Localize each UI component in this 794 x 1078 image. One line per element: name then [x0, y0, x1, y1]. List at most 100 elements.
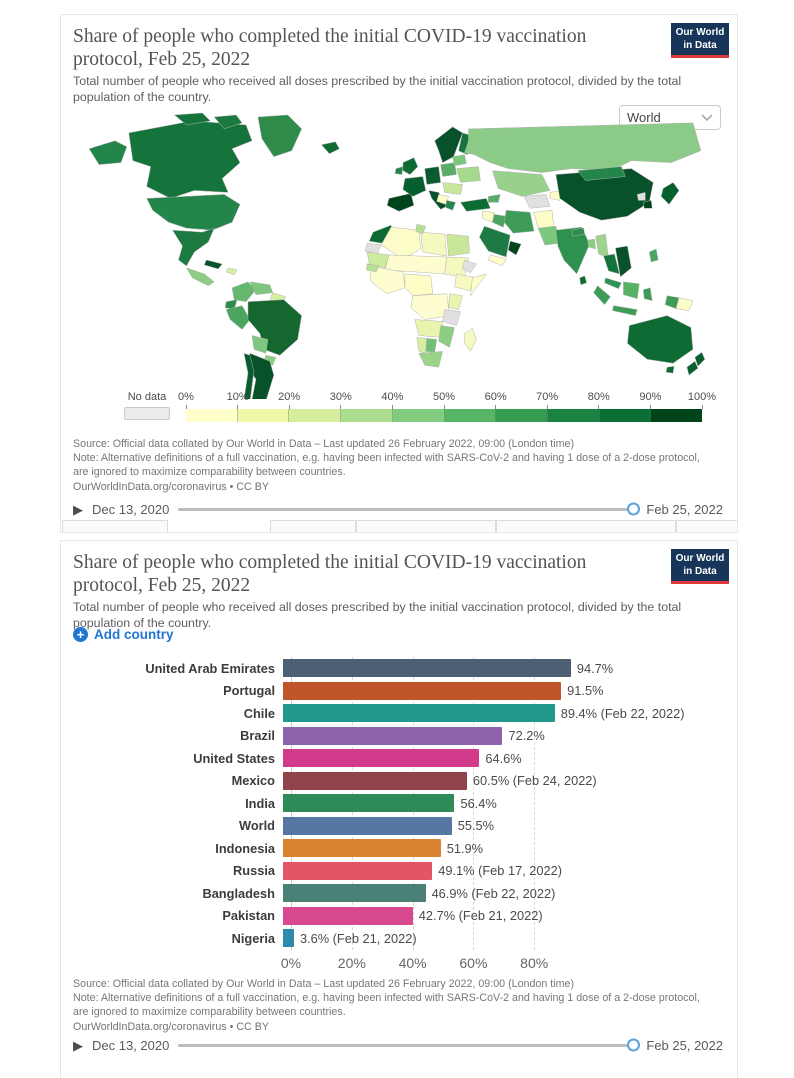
map-region-south-korea[interactable]	[643, 200, 653, 209]
map-region-germany[interactable]	[424, 166, 441, 185]
map-region-madagascar[interactable]	[464, 328, 477, 352]
map-region-botswana[interactable]	[425, 338, 437, 353]
map-region-egypt[interactable]	[446, 233, 470, 257]
map-region-poland[interactable]	[440, 162, 457, 177]
timeline-track[interactable]	[178, 502, 641, 516]
world-map[interactable]	[75, 111, 711, 399]
map-region-central-america[interactable]	[186, 267, 215, 287]
map-region-australia[interactable]	[627, 315, 694, 364]
footer-tab[interactable]	[356, 520, 496, 532]
map-region-philippines[interactable]	[648, 248, 659, 263]
map-region-arctic-islands[interactable]	[174, 112, 211, 126]
map-region-afghanistan[interactable]	[533, 210, 555, 229]
bar-united-arab-emirates[interactable]	[283, 659, 571, 678]
map-region-tunisia[interactable]	[415, 223, 427, 235]
map-region-united-kingdom[interactable]	[402, 157, 419, 175]
legend-color-segment[interactable]	[289, 409, 342, 422]
map-region-tasmania[interactable]	[665, 365, 675, 374]
bar-nigeria[interactable]	[283, 929, 294, 948]
map-region-cuba[interactable]	[204, 259, 223, 270]
map-region-dr-congo[interactable]	[410, 293, 450, 320]
legend-color-segment[interactable]	[651, 409, 703, 422]
map-region-mongolia[interactable]	[577, 166, 626, 181]
map-region-south-africa[interactable]	[418, 351, 443, 368]
map-region-france[interactable]	[402, 176, 427, 197]
map-region-greenland[interactable]	[257, 114, 302, 157]
map-region-new-zealand-north[interactable]	[694, 352, 706, 367]
map-region-eritrea[interactable]	[462, 259, 477, 274]
map-region-myanmar[interactable]	[595, 233, 609, 259]
map-region-somalia[interactable]	[470, 273, 487, 296]
bar-portugal[interactable]	[283, 681, 562, 700]
map-region-yemen[interactable]	[488, 254, 507, 267]
legend-color-segment[interactable]	[496, 409, 548, 422]
map-region-belarus-baltics[interactable]	[452, 154, 467, 166]
legend-color-segment[interactable]	[444, 409, 497, 422]
map-region-mauritania[interactable]	[366, 251, 390, 269]
map-region-peru[interactable]	[225, 305, 251, 330]
footer-tab[interactable]	[62, 520, 168, 532]
map-region-iraq[interactable]	[492, 214, 507, 228]
map-region-greece[interactable]	[445, 200, 456, 211]
map-region-sulawesi[interactable]	[643, 287, 653, 301]
owid-logo[interactable]: Our World in Data	[671, 549, 729, 584]
map-region-kazakhstan[interactable]	[492, 170, 551, 197]
map-region-thailand[interactable]	[603, 253, 620, 275]
timeline-track[interactable]	[178, 1038, 641, 1052]
map-region-gulf-states[interactable]	[507, 240, 522, 256]
map-region-namibia[interactable]	[416, 337, 428, 354]
map-region-alaska[interactable]	[88, 140, 128, 165]
map-region-java[interactable]	[612, 305, 638, 316]
legend-color-segment[interactable]	[547, 409, 600, 422]
map-region-mozambique[interactable]	[438, 325, 455, 348]
map-region-ireland[interactable]	[394, 166, 404, 175]
map-region-baffin[interactable]	[213, 114, 243, 130]
legend-color-segment[interactable]	[237, 409, 290, 422]
map-region-algeria[interactable]	[380, 226, 422, 260]
map-region-indochina[interactable]	[615, 245, 632, 278]
map-region-united-states[interactable]	[146, 194, 241, 231]
map-region-iceland[interactable]	[321, 141, 340, 154]
add-country-button[interactable]: + Add country	[73, 627, 174, 642]
legend-color-segment[interactable]	[599, 409, 652, 422]
map-region-brazil[interactable]	[247, 299, 302, 356]
legend-no-data[interactable]: No data	[124, 391, 170, 420]
bar-indonesia[interactable]	[283, 839, 441, 858]
map-region-nepal[interactable]	[571, 227, 585, 237]
map-region-turkey[interactable]	[460, 198, 491, 212]
footer-tab[interactable]	[496, 520, 676, 532]
map-region-sri-lanka[interactable]	[579, 275, 587, 286]
map-region-tanzania[interactable]	[442, 309, 461, 326]
map-region-kenya[interactable]	[448, 293, 463, 310]
map-region-new-zealand-south[interactable]	[686, 361, 699, 376]
map-region-sumatra[interactable]	[593, 285, 611, 305]
map-region-caucasus[interactable]	[488, 194, 501, 203]
owid-logo[interactable]: Our World in Data	[671, 23, 729, 58]
map-region-north-korea-no-data[interactable]	[637, 192, 646, 201]
bar-united-states[interactable]	[283, 749, 480, 768]
source-link-line[interactable]: OurWorldInData.org/coronavirus • CC BY	[73, 1020, 269, 1033]
map-region-bolivia[interactable]	[251, 335, 269, 354]
bar-chile[interactable]	[283, 704, 555, 723]
bar-brazil[interactable]	[283, 726, 503, 745]
map-region-central-asia-no-data[interactable]	[523, 194, 551, 209]
bar-russia[interactable]	[283, 861, 433, 880]
map-region-balkans[interactable]	[436, 194, 449, 205]
play-icon[interactable]: ▶	[73, 501, 83, 517]
map-region-japan[interactable]	[660, 182, 680, 205]
legend-color-segment[interactable]	[392, 409, 445, 422]
map-region-india[interactable]	[555, 226, 590, 275]
map-region-canada[interactable]	[128, 120, 253, 199]
bar-bangladesh[interactable]	[283, 884, 426, 903]
map-region-romania[interactable]	[442, 182, 463, 195]
map-region-west-africa[interactable]	[368, 265, 406, 294]
bar-world[interactable]	[283, 816, 452, 835]
map-region-hispaniola[interactable]	[225, 267, 238, 276]
bar-india[interactable]	[283, 794, 455, 813]
map-region-borneo[interactable]	[623, 281, 640, 299]
timeline-handle[interactable]	[627, 1038, 641, 1052]
map-region-nigeria[interactable]	[404, 273, 433, 296]
map-region-malaysia[interactable]	[604, 277, 622, 290]
map-region-libya[interactable]	[420, 231, 447, 257]
bar-pakistan[interactable]	[283, 906, 413, 925]
